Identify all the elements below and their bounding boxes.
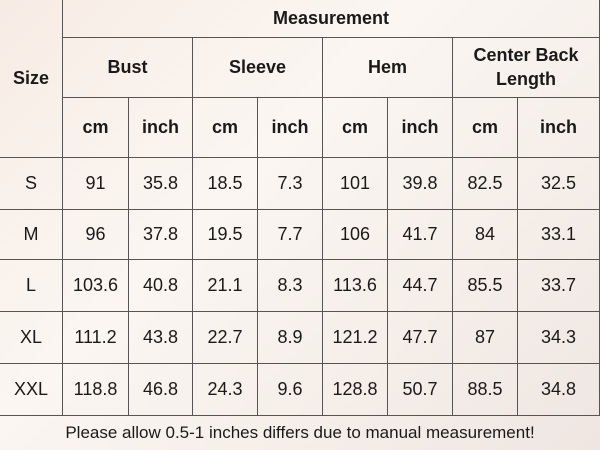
- size-cell: S: [0, 158, 63, 210]
- value-cell: 87: [453, 312, 518, 364]
- unit-header: cm: [193, 98, 258, 158]
- value-cell: 37.8: [129, 210, 193, 260]
- column-header: Hem: [323, 38, 453, 98]
- value-cell: 43.8: [129, 312, 193, 364]
- value-cell: 22.7: [193, 312, 258, 364]
- footer-note: Please allow 0.5-1 inches differs due to…: [65, 423, 535, 442]
- unit-header: inch: [388, 98, 453, 158]
- value-cell: 118.8: [63, 364, 129, 416]
- size-cell: M: [0, 210, 63, 260]
- value-cell: 113.6: [323, 260, 388, 312]
- unit-header: cm: [63, 98, 129, 158]
- group-header: Measurement: [63, 0, 600, 38]
- value-cell: 34.8: [518, 364, 600, 416]
- value-cell: 106: [323, 210, 388, 260]
- value-cell: 46.8: [129, 364, 193, 416]
- value-cell: 21.1: [193, 260, 258, 312]
- corner-header: Size: [0, 0, 63, 158]
- value-cell: 8.9: [258, 312, 323, 364]
- value-cell: 84: [453, 210, 518, 260]
- value-cell: 91: [63, 158, 129, 210]
- value-cell: 96: [63, 210, 129, 260]
- value-cell: 35.8: [129, 158, 193, 210]
- unit-header: inch: [129, 98, 193, 158]
- value-cell: 88.5: [453, 364, 518, 416]
- column-header: Sleeve: [193, 38, 323, 98]
- value-cell: 101: [323, 158, 388, 210]
- value-cell: 39.8: [388, 158, 453, 210]
- size-cell: XL: [0, 312, 63, 364]
- value-cell: 18.5: [193, 158, 258, 210]
- value-cell: 19.5: [193, 210, 258, 260]
- value-cell: 32.5: [518, 158, 600, 210]
- unit-header: inch: [518, 98, 600, 158]
- value-cell: 50.7: [388, 364, 453, 416]
- value-cell: 34.3: [518, 312, 600, 364]
- column-header: Bust: [63, 38, 193, 98]
- value-cell: 47.7: [388, 312, 453, 364]
- value-cell: 40.8: [129, 260, 193, 312]
- value-cell: 41.7: [388, 210, 453, 260]
- value-cell: 121.2: [323, 312, 388, 364]
- value-cell: 82.5: [453, 158, 518, 210]
- size-cell: XXL: [0, 364, 63, 416]
- size-cell: L: [0, 260, 63, 312]
- value-cell: 9.6: [258, 364, 323, 416]
- unit-header: inch: [258, 98, 323, 158]
- value-cell: 7.3: [258, 158, 323, 210]
- value-cell: 7.7: [258, 210, 323, 260]
- value-cell: 33.7: [518, 260, 600, 312]
- value-cell: 128.8: [323, 364, 388, 416]
- unit-header: cm: [323, 98, 388, 158]
- value-cell: 24.3: [193, 364, 258, 416]
- value-cell: 8.3: [258, 260, 323, 312]
- value-cell: 33.1: [518, 210, 600, 260]
- column-header: Center Back Length: [453, 38, 600, 98]
- value-cell: 44.7: [388, 260, 453, 312]
- value-cell: 103.6: [63, 260, 129, 312]
- value-cell: 85.5: [453, 260, 518, 312]
- unit-header: cm: [453, 98, 518, 158]
- value-cell: 111.2: [63, 312, 129, 364]
